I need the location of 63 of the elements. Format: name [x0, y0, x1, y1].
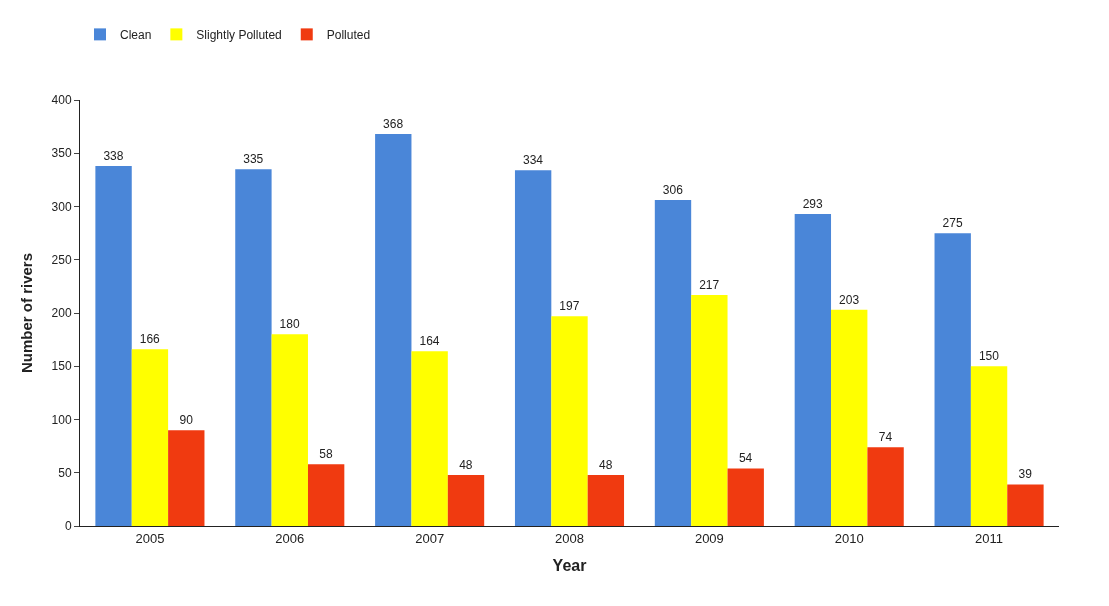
y-tick-label: 50 — [58, 465, 72, 480]
legend-label: Clean — [120, 28, 152, 43]
data-label: 39 — [1018, 467, 1033, 482]
x-tick-label: 2009 — [694, 530, 724, 546]
bar — [831, 309, 868, 526]
bar — [375, 134, 412, 526]
x-tick-label: 2010 — [834, 530, 864, 546]
data-label: 306 — [662, 183, 684, 198]
data-label: 335 — [243, 152, 264, 167]
legend-label: Slightly Polluted — [196, 28, 282, 43]
data-label: 203 — [839, 292, 860, 307]
data-label: 166 — [139, 332, 161, 347]
data-label: 164 — [419, 334, 440, 349]
x-axis-title: Year — [552, 557, 587, 575]
y-tick-label: 300 — [51, 199, 72, 214]
bar — [934, 233, 971, 526]
y-tick-label: 350 — [51, 146, 72, 161]
bar — [1007, 484, 1044, 526]
y-tick-label: 400 — [51, 93, 72, 108]
x-tick-label: 2011 — [975, 530, 1004, 546]
data-label: 368 — [383, 117, 404, 132]
bar — [970, 366, 1008, 526]
data-label: 180 — [279, 317, 300, 332]
bar — [867, 447, 904, 526]
data-label: 48 — [599, 457, 613, 472]
y-tick-label: 150 — [51, 359, 72, 374]
bar — [131, 349, 169, 526]
bar — [794, 213, 832, 526]
data-label: 58 — [319, 447, 333, 462]
y-tick-label: 200 — [51, 306, 72, 321]
bar — [551, 316, 588, 526]
bar — [587, 474, 625, 526]
bar — [691, 294, 728, 526]
x-tick-label: 2008 — [555, 530, 584, 546]
data-label: 293 — [802, 196, 824, 211]
data-label: 275 — [942, 216, 963, 231]
x-tick-label: 2005 — [135, 530, 165, 546]
y-tick-label: 0 — [64, 519, 72, 534]
bar — [307, 464, 345, 526]
data-label: 48 — [459, 457, 473, 472]
y-axis-title: Number of rivers — [17, 252, 35, 374]
bar — [447, 474, 485, 526]
bar — [95, 166, 132, 526]
data-label: 217 — [699, 277, 720, 292]
data-label: 197 — [559, 299, 580, 314]
x-tick-label: 2007 — [415, 530, 445, 546]
bar — [411, 351, 448, 526]
data-label: 150 — [978, 349, 1000, 364]
data-label: 338 — [103, 149, 124, 164]
data-label: 74 — [878, 430, 893, 445]
bar — [654, 200, 692, 526]
y-tick-label: 100 — [51, 412, 72, 427]
bar — [727, 468, 764, 526]
bar — [235, 169, 272, 526]
bar — [168, 430, 205, 526]
data-label: 54 — [738, 451, 753, 466]
data-label: 334 — [522, 153, 544, 168]
data-label: 90 — [179, 413, 194, 428]
legend-label: Polluted — [326, 28, 371, 43]
bar — [514, 170, 552, 526]
x-tick-label: 2006 — [275, 530, 305, 546]
y-tick-label: 250 — [51, 252, 72, 267]
bar — [271, 334, 308, 526]
